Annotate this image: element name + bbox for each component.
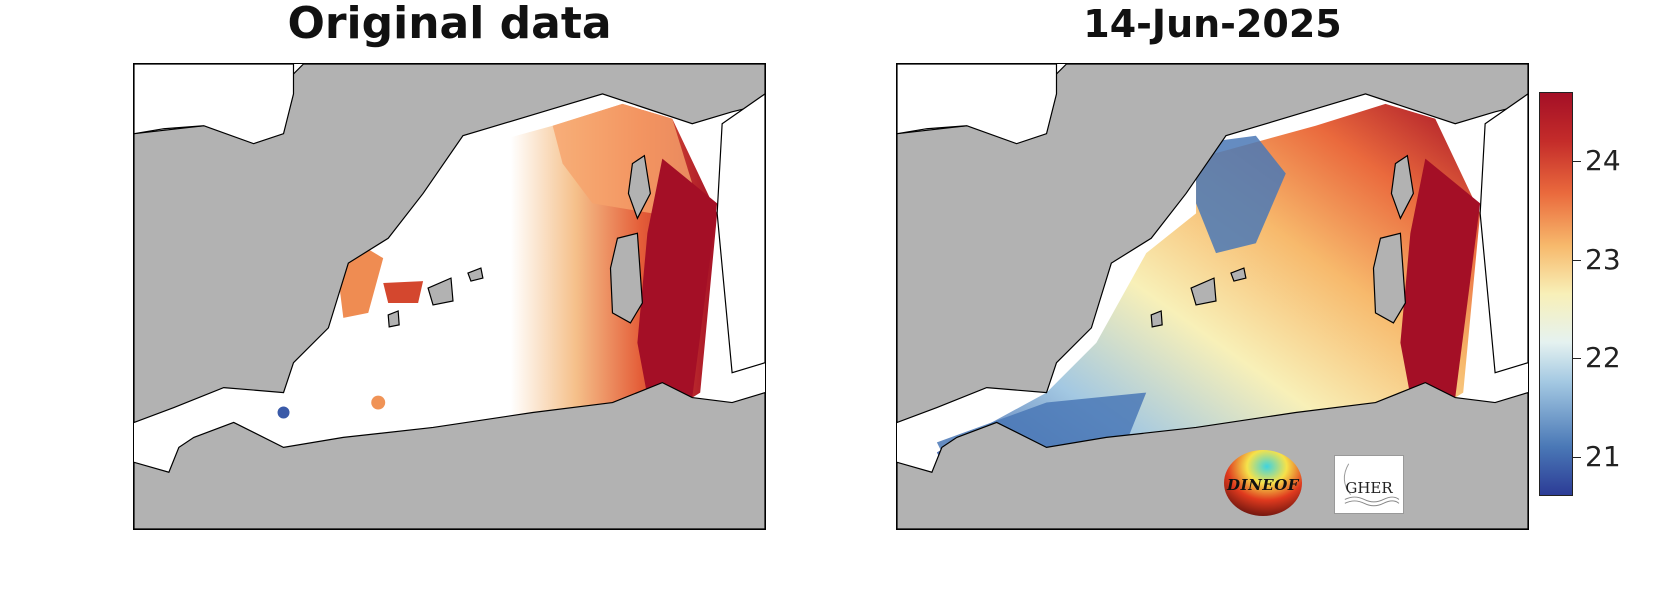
right-ibiza (1150, 310, 1163, 328)
left-corsica (627, 154, 651, 220)
right-menorca (1230, 267, 1247, 282)
right-corsica (1390, 154, 1414, 220)
original-data-map-svg (134, 64, 765, 529)
gher-logo-text: GHER (1345, 479, 1393, 497)
right-panel-title: 14-Jun-2025 (1083, 2, 1342, 46)
left-balearic-red (383, 281, 424, 303)
right-italy (1479, 93, 1528, 374)
left-land-south (134, 381, 765, 529)
dineof-logo: DINEOF (1222, 448, 1304, 518)
left-cool-spot (277, 406, 290, 419)
left-ibiza (387, 310, 400, 328)
colorbar-tick (1573, 358, 1581, 360)
colorbar-tick-label: 21 (1585, 439, 1621, 473)
right-atlantic-patch (897, 64, 1058, 145)
gher-logo: GHER (1334, 455, 1404, 514)
reconstructed-map-svg (897, 64, 1528, 529)
left-warm-spot (371, 395, 386, 410)
colorbar-gradient (1540, 93, 1572, 495)
colorbar-tick-label: 23 (1585, 242, 1621, 276)
left-menorca (467, 267, 484, 282)
left-italy (716, 93, 765, 374)
original-data-map (133, 63, 766, 530)
right-cool-patch (1196, 135, 1286, 254)
right-sardinia (1372, 232, 1406, 324)
left-mallorca (427, 277, 454, 306)
dineof-logo-graphic (1224, 450, 1302, 516)
colorbar-tick (1573, 160, 1581, 162)
gher-logo-graphic (1343, 463, 1400, 507)
right-land-north (897, 64, 1528, 424)
left-red-band (637, 158, 718, 423)
left-land-north (134, 64, 765, 424)
left-panel-title: Original data (287, 0, 612, 49)
colorbar-tick (1573, 259, 1581, 261)
reconstructed-map (896, 63, 1529, 530)
colorbar-tick (1573, 456, 1581, 458)
left-sardinia (609, 232, 643, 324)
colorbar-tick-label: 24 (1585, 143, 1621, 177)
left-atlantic-patch (134, 64, 295, 145)
colorbar (1539, 92, 1573, 496)
right-red-band (1400, 158, 1481, 423)
colorbar-tick-label: 22 (1585, 341, 1621, 375)
right-mallorca (1190, 277, 1217, 306)
dineof-logo-text: DINEOF (1227, 476, 1299, 494)
